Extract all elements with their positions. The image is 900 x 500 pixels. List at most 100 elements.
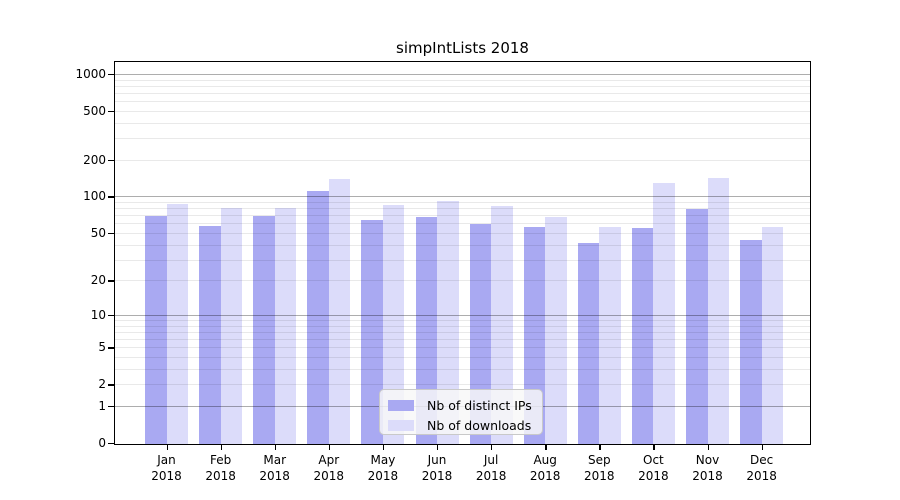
x-tick-label-dec: Dec 2018: [746, 453, 777, 483]
gridline-minor: [115, 215, 810, 217]
gridline-minor: [115, 244, 810, 246]
legend-swatch-distinct-ips-icon: [388, 399, 414, 411]
y-tick-label: 1: [98, 398, 106, 413]
gridline-minor: [115, 325, 810, 327]
gridline-minor: [115, 110, 810, 112]
gridline-minor: [115, 92, 810, 94]
legend-label-distinct-ips: Nb of distinct IPs: [427, 397, 532, 413]
bar-distinct-ips-apr: [307, 190, 329, 444]
gridline-minor: [115, 232, 810, 234]
x-tick-mark: [545, 444, 547, 450]
y-tick-label: 10: [90, 307, 106, 322]
bar-distinct-ips-mar: [253, 216, 275, 444]
y-tick-label: 0: [98, 436, 106, 450]
bar-distinct-ips-sep: [577, 243, 600, 444]
gridline-minor: [115, 259, 810, 261]
bar-downloads-mar: [274, 208, 297, 444]
bar-downloads-feb: [220, 208, 243, 444]
x-tick-label-apr: Apr 2018: [313, 453, 345, 483]
gridline-minor: [115, 85, 810, 87]
y-tick-mark: [108, 314, 115, 317]
x-tick-mark: [328, 444, 331, 450]
bar-downloads-nov: [707, 178, 729, 444]
x-tick-label-sep: Sep 2018: [584, 453, 615, 483]
gridline-minor: [115, 331, 810, 333]
x-tick-mark: [653, 444, 655, 450]
bar-downloads-jun: [437, 200, 459, 444]
bar-distinct-ips-jun: [415, 216, 437, 444]
bar-downloads-jan: [166, 203, 188, 444]
gridline-minor: [115, 320, 810, 321]
x-tick-mark: [166, 444, 168, 450]
y-tick-label: 2: [98, 377, 106, 392]
x-tick-mark: [274, 444, 277, 450]
y-tick-mark: [108, 280, 115, 282]
x-tick-label-may: May 2018: [367, 453, 399, 483]
bar-distinct-ips-feb: [199, 226, 221, 444]
bar-downloads-sep: [599, 227, 621, 444]
legend-label-downloads: Nb of downloads: [427, 417, 532, 433]
x-tick-label-jun: Jun 2018: [421, 453, 453, 483]
gridline-minor: [115, 357, 810, 359]
bar-downloads-apr: [328, 179, 351, 444]
y-tick-mark: [108, 347, 115, 349]
grid-layer: [115, 62, 810, 444]
bar-downloads-aug: [545, 216, 567, 444]
gridline-minor: [115, 202, 810, 204]
x-tick-mark: [707, 444, 709, 450]
y-tick-mark: [108, 384, 115, 386]
bar-distinct-ips-nov: [686, 208, 708, 444]
gridline-minor: [115, 138, 810, 140]
x-tick-mark: [491, 444, 493, 450]
gridline-minor: [115, 79, 810, 81]
legend: Nb of distinct IPs Nb of downloads: [379, 389, 543, 435]
x-tick-mark: [220, 444, 222, 450]
gridline-minor: [115, 339, 810, 341]
legend-item-distinct-ips: Nb of distinct IPs: [388, 396, 534, 414]
bar-distinct-ips-dec: [740, 239, 762, 444]
y-tick-mark: [108, 196, 115, 198]
y-tick-label: 500: [83, 103, 106, 118]
gridline-minor: [115, 280, 810, 282]
gridline-minor: [115, 347, 810, 349]
bar-downloads-oct: [653, 183, 675, 444]
gridline-minor: [115, 368, 810, 370]
x-tick-mark: [599, 444, 601, 450]
x-tick-label-feb: Feb 2018: [205, 453, 236, 483]
gridline-major: [115, 314, 810, 316]
chart-title: simpIntLists 2018: [396, 39, 529, 57]
x-tick-mark: [437, 444, 439, 450]
x-tick-label-jan: Jan 2018: [151, 453, 182, 483]
y-tick-mark: [108, 405, 115, 408]
x-tick-label-aug: Aug 2018: [529, 453, 561, 483]
x-tick-label-mar: Mar 2018: [259, 453, 290, 483]
gridline-minor: [115, 122, 810, 124]
gridline-major: [115, 196, 810, 198]
x-tick-mark: [761, 444, 763, 450]
x-tick-label-oct: Oct 2018: [638, 453, 669, 483]
bar-distinct-ips-jan: [145, 216, 167, 444]
y-tick-label: 5: [98, 340, 106, 355]
y-tick-mark: [108, 73, 115, 76]
gridline-major: [115, 73, 810, 75]
gridline-minor: [115, 223, 810, 225]
x-tick-label-nov: Nov 2018: [692, 453, 723, 483]
legend-item-downloads: Nb of downloads: [388, 416, 534, 434]
gridline-minor: [115, 159, 810, 161]
x-tick-label-jul: Jul 2018: [475, 453, 507, 483]
y-tick-mark: [108, 232, 115, 235]
y-tick-mark: [108, 443, 115, 445]
bar-distinct-ips-may: [361, 220, 383, 444]
bar-downloads-jul: [491, 205, 513, 444]
bar-distinct-ips-oct: [631, 227, 654, 444]
y-tick-mark: [108, 159, 115, 162]
gridline-minor: [115, 208, 810, 210]
y-tick-label: 20: [90, 273, 106, 288]
x-tick-mark: [382, 444, 385, 450]
bar-downloads-may: [382, 205, 405, 444]
legend-swatch-downloads-icon: [388, 419, 414, 431]
gridline-minor: [115, 101, 810, 103]
bar-downloads-dec: [761, 227, 784, 444]
y-tick-mark: [108, 110, 115, 113]
